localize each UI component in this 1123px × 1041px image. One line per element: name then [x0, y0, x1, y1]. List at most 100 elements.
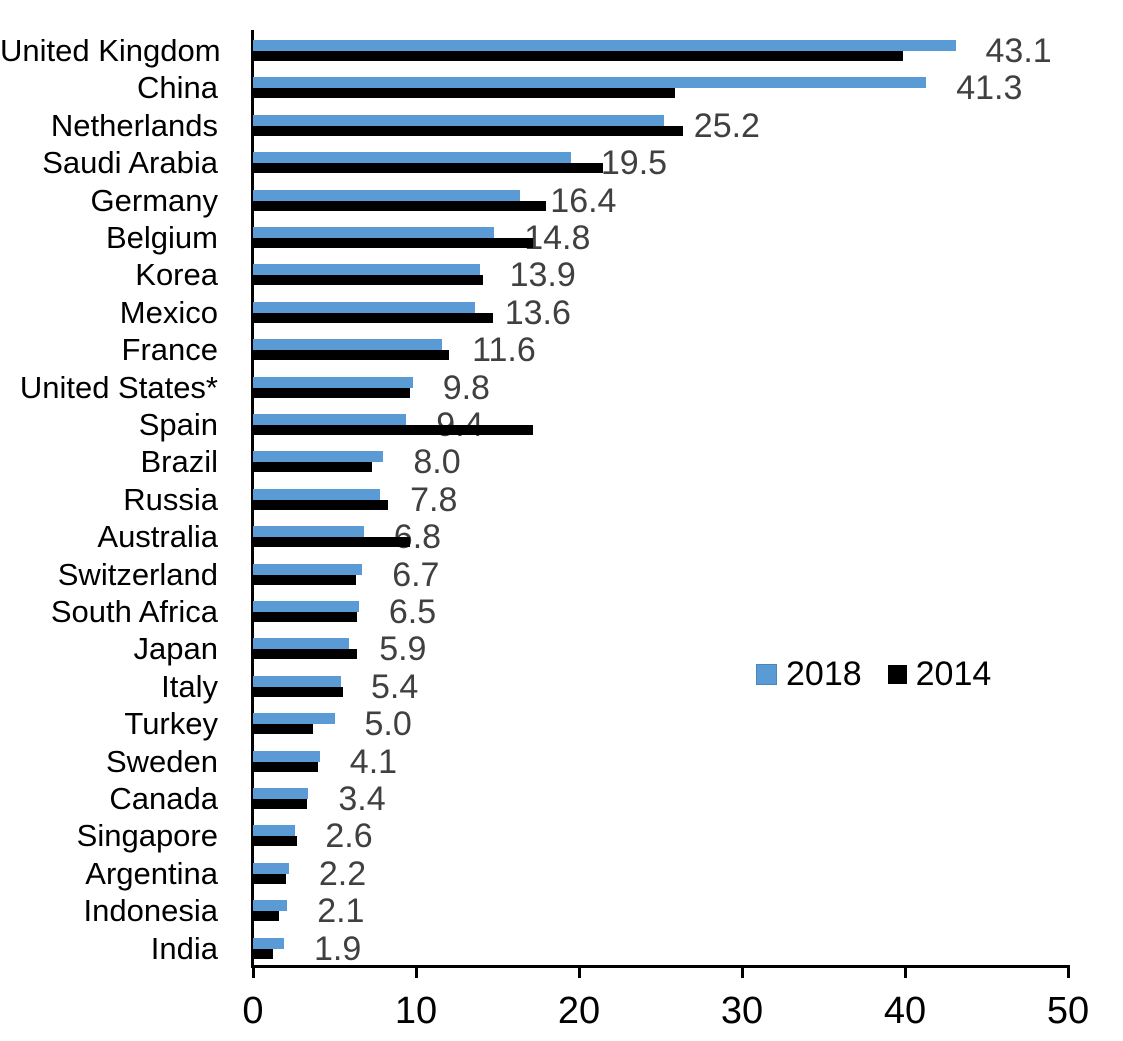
bar-2014: [253, 724, 314, 735]
x-tick-mark: [577, 965, 581, 978]
category-label: Singapore: [76, 818, 218, 854]
bar-2018: [253, 937, 284, 949]
legend-item-2018: 2018: [756, 657, 862, 691]
legend-label-2014: 2014: [915, 655, 992, 693]
legend-swatch-2018-icon: [756, 663, 777, 685]
bar-2014: [253, 238, 534, 248]
value-label: 9.8: [442, 368, 490, 407]
value-label: 19.5: [600, 144, 668, 183]
bar-2018: [253, 488, 381, 500]
category-label: Korea: [135, 257, 218, 293]
bar-2018: [253, 526, 364, 538]
category-label: United States*: [19, 369, 218, 405]
value-label: 41.3: [956, 69, 1023, 108]
bar-2018: [253, 264, 480, 276]
category-label: Mexico: [119, 294, 218, 330]
x-tick-mark: [414, 965, 418, 978]
bar-2014: [253, 88, 676, 99]
bar-2018: [253, 638, 350, 650]
value-label: 7.8: [410, 480, 458, 519]
bar-2014: [253, 462, 372, 473]
x-tick-mark: [903, 965, 907, 978]
value-label: 3.4: [338, 780, 386, 818]
value-label: 6.7: [392, 555, 440, 594]
bar-2018: [253, 152, 571, 164]
bar-2018: [253, 713, 335, 725]
value-label: 4.1: [349, 742, 398, 781]
x-tick-mark: [1066, 965, 1070, 978]
bar-2014: [253, 612, 358, 622]
x-axis-line: [251, 965, 1070, 968]
legend-label-2018: 2018: [786, 655, 862, 693]
bar-2018: [253, 750, 320, 762]
category-label: China: [137, 70, 218, 106]
bar-2014: [253, 163, 604, 174]
category-label: Brazil: [140, 444, 218, 480]
bar-2014: [253, 312, 493, 323]
category-label: South Africa: [50, 594, 218, 629]
legend-item-2014: 2014: [887, 655, 992, 693]
bar-2018: [253, 788, 309, 799]
category-label: Switzerland: [57, 556, 218, 592]
value-label: 1.9: [314, 929, 362, 968]
bar-2018: [253, 675, 341, 687]
bar-2014: [253, 836, 297, 847]
value-label: 14.8: [524, 219, 591, 257]
bar-2014: [253, 873, 286, 884]
bar-2014: [253, 275, 483, 286]
bar-2018: [253, 114, 664, 126]
bar-2018: [253, 301, 475, 313]
value-label: 2.6: [325, 817, 373, 856]
value-label: 6.5: [388, 593, 437, 631]
x-tick-mark: [251, 965, 255, 978]
x-tick-label: 30: [720, 990, 764, 1032]
bar-2014: [253, 125, 684, 136]
bar-2014: [253, 425, 534, 435]
category-label: Saudi Arabia: [42, 145, 218, 181]
bar-2014: [253, 387, 410, 398]
bar-2018: [253, 563, 363, 575]
bar-2018: [253, 414, 407, 425]
bar-2018: [253, 77, 927, 89]
bar-2018: [253, 227, 495, 238]
bar-2014: [253, 499, 389, 510]
category-label: Italy: [161, 668, 218, 704]
category-label: India: [150, 930, 218, 966]
x-tick-label: 20: [557, 990, 601, 1032]
value-label: 2.2: [318, 854, 367, 893]
bar-2018: [253, 339, 443, 351]
category-label: Sweden: [105, 743, 218, 779]
category-label: Turkey: [124, 706, 218, 742]
category-label: Russia: [123, 481, 218, 517]
category-label: Netherlands: [50, 107, 218, 143]
value-label: 2.1: [317, 892, 365, 931]
bar-2014: [253, 761, 319, 772]
bar-2014: [253, 350, 449, 361]
category-label: Japan: [133, 631, 218, 667]
bar-2018: [253, 862, 289, 874]
value-label: 43.1: [985, 32, 1052, 70]
x-tick-mark: [740, 965, 744, 978]
bar-2014: [253, 574, 356, 585]
bar-2014: [253, 686, 343, 697]
value-label: 5.9: [379, 630, 427, 669]
category-label: Spain: [138, 407, 218, 442]
value-label: 11.6: [472, 331, 536, 370]
category-label: Australia: [97, 519, 218, 555]
bar-2014: [253, 948, 273, 959]
category-label: Germany: [90, 182, 218, 218]
x-tick-label: 40: [883, 990, 927, 1032]
category-label: Belgium: [106, 220, 218, 255]
x-tick-label: 10: [394, 990, 438, 1032]
bar-2014: [253, 537, 410, 548]
bar-2014: [253, 200, 547, 211]
category-label: Argentina: [85, 855, 218, 891]
x-tick-label: 0: [242, 990, 264, 1032]
value-label: 13.9: [509, 256, 576, 295]
category-label: Indonesia: [83, 893, 218, 929]
value-label: 25.2: [693, 106, 760, 145]
category-label: United Kingdom: [0, 33, 221, 68]
bar-2018: [253, 900, 288, 912]
bar-2014: [253, 799, 307, 809]
